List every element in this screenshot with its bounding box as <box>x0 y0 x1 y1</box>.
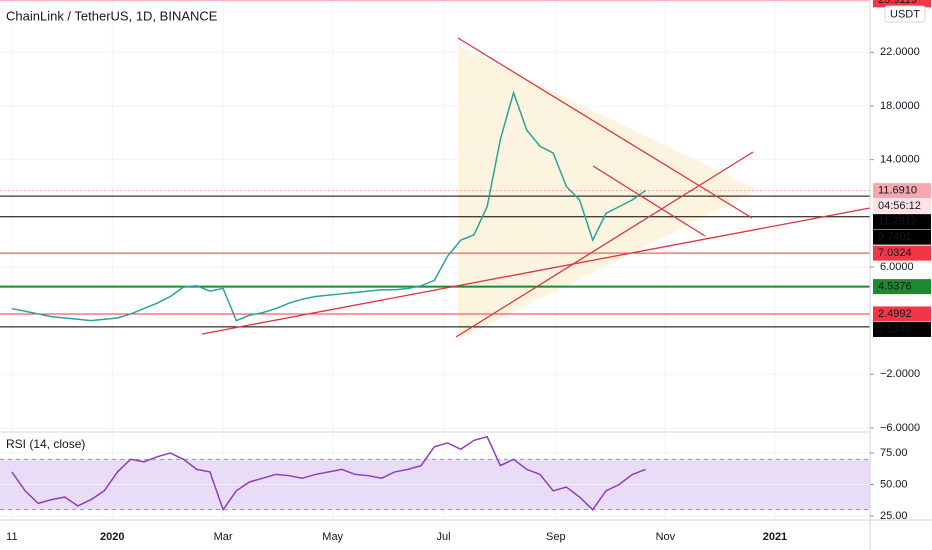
price-level-label-bg <box>873 229 931 245</box>
y-tick-label: 22.0000 <box>880 46 920 58</box>
series-line <box>11 90 647 322</box>
price-level-label: 9.7401 <box>878 231 912 243</box>
price-level-label: 11.2812 <box>878 216 917 228</box>
price-level-label-bg <box>873 245 931 261</box>
x-tick-label: 2021 <box>763 531 787 543</box>
y-tick-label: 6.0000 <box>880 261 914 273</box>
currency[interactable]: USDT <box>890 8 920 20</box>
price-level-label-bg <box>873 306 931 322</box>
y-tick-label: −6.0000 <box>880 422 920 434</box>
price-level-label: 4.5376 <box>878 281 912 293</box>
levels <box>0 0 870 328</box>
currency-box[interactable] <box>884 5 926 23</box>
y-tick-label: −2.0000 <box>880 368 920 380</box>
price-level-label-bg <box>873 214 931 230</box>
trend-line <box>457 37 753 219</box>
x-tick-label: Jul <box>437 531 451 543</box>
countdown-bg <box>873 198 931 214</box>
y-tick-label: 18.0000 <box>880 100 920 112</box>
x-tick-label: Mar <box>214 531 233 543</box>
countdown: 04:56:12 <box>878 200 921 212</box>
trend-line <box>201 207 871 335</box>
triangle-highlight <box>458 45 758 340</box>
trend-line <box>455 151 754 338</box>
grid <box>0 0 870 520</box>
marks <box>11 90 647 512</box>
series-line <box>11 435 646 512</box>
axis: 11 2020 Mar May Jul Sep Nov 2021 22.0000 18.0000 1… <box>6 0 931 543</box>
price-level-label: 2.4992 <box>878 308 912 320</box>
y-tick-label: 75.00 <box>880 447 908 459</box>
x-tick-label: May <box>322 531 343 543</box>
price-level-label: 1.5349 <box>878 323 912 335</box>
y-tick-label: 14.0000 <box>880 154 920 166</box>
price-level-label-bg <box>873 279 931 295</box>
x-tick-label: Nov <box>656 531 676 543</box>
trend-lines <box>201 37 871 338</box>
price-level-label: 11.6910 <box>878 185 917 197</box>
x-tick-label: 11 <box>6 531 17 543</box>
trend-line <box>592 165 706 237</box>
y-tick-label: 50.00 <box>880 478 908 490</box>
x-tick-label: Sep <box>546 531 566 543</box>
rsi-title: RSI (14, close) <box>6 437 85 451</box>
price-level-label: 25.9119 <box>878 0 917 6</box>
chart-title: ChainLink / TetherUS, 1D, BINANCE <box>6 8 218 23</box>
price-level-label: 7.0324 <box>878 247 912 259</box>
y-tick-label: 25.00 <box>880 510 908 522</box>
price-level-label-bg <box>873 321 931 337</box>
price-level-label-bg <box>873 0 931 8</box>
x-tick-label: 2020 <box>100 531 124 543</box>
price-level-label-bg <box>873 183 931 199</box>
